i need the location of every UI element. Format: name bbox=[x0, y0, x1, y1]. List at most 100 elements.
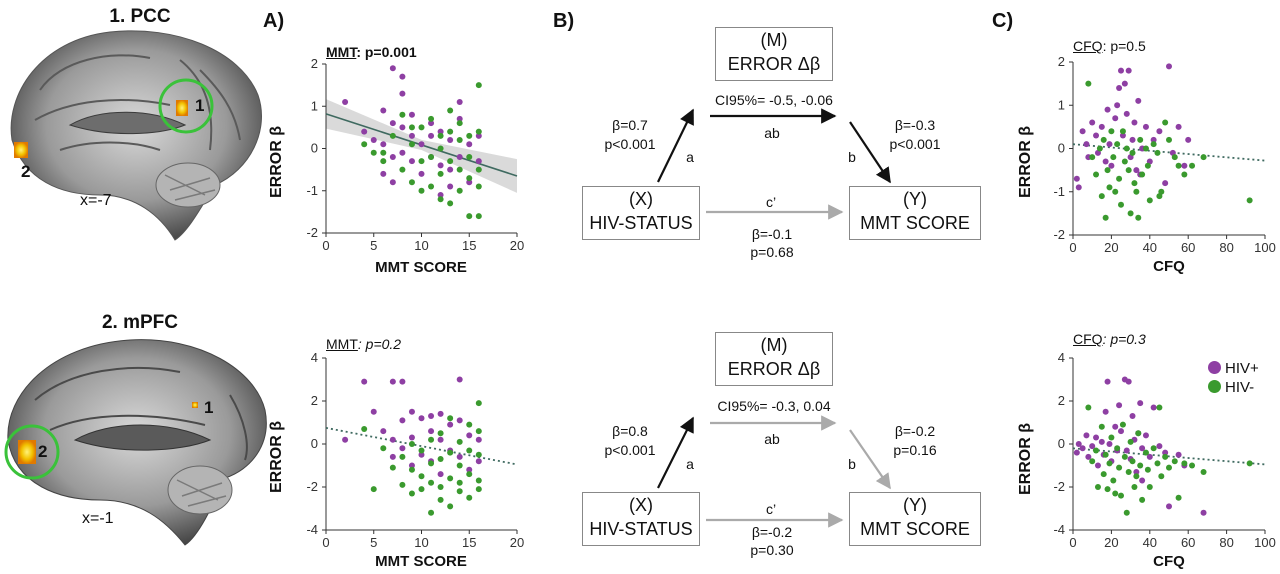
data-point-hiv-neg bbox=[1123, 509, 1130, 516]
slice-coordinate: x=-7 bbox=[80, 192, 112, 209]
data-point-hiv-pos bbox=[408, 408, 415, 415]
path-b-beta: β=-0.3 bbox=[894, 117, 936, 133]
data-point-hiv-neg bbox=[1189, 162, 1196, 169]
data-point-hiv-neg bbox=[447, 128, 454, 135]
data-point-hiv-neg bbox=[389, 132, 396, 139]
data-point-hiv-neg bbox=[456, 120, 463, 127]
data-point-hiv-neg bbox=[447, 107, 454, 114]
data-point-hiv-pos bbox=[475, 458, 482, 465]
data-point-hiv-neg bbox=[1144, 162, 1151, 169]
mediator-name: ERROR Δβ bbox=[727, 359, 821, 379]
data-point-hiv-neg bbox=[437, 484, 444, 490]
y-tick-label: -2 bbox=[306, 225, 318, 240]
plot-title: CFQ: p=0.3 bbox=[1073, 331, 1146, 347]
data-point-hiv-pos bbox=[1085, 453, 1092, 460]
x-tick-label: 0 bbox=[322, 535, 329, 550]
data-point-hiv-neg bbox=[1135, 214, 1142, 221]
x-tick-label: 60 bbox=[1181, 240, 1195, 255]
data-point-hiv-neg bbox=[1137, 136, 1144, 143]
data-point-hiv-pos bbox=[380, 107, 387, 114]
data-point-hiv-neg bbox=[428, 183, 435, 190]
path-b-p: p<0.001 bbox=[889, 136, 941, 152]
data-point-hiv-neg bbox=[1118, 201, 1124, 208]
data-point-hiv-pos bbox=[408, 462, 415, 469]
legend-item-hiv-pos: HIV+ bbox=[1208, 360, 1259, 377]
data-point-hiv-neg bbox=[447, 475, 454, 482]
y-tick-label: -2 bbox=[1053, 227, 1065, 242]
data-point-hiv-neg bbox=[370, 486, 377, 493]
data-point-hiv-neg bbox=[1135, 430, 1142, 437]
data-point-hiv-pos bbox=[1079, 445, 1086, 452]
data-point-hiv-neg bbox=[408, 124, 415, 131]
data-point-hiv-neg bbox=[1189, 462, 1196, 469]
predictor-box: (X) HIV-STATUS bbox=[582, 186, 700, 240]
data-point-hiv-neg bbox=[1171, 154, 1178, 161]
data-point-hiv-neg bbox=[1089, 458, 1096, 465]
data-point-hiv-pos bbox=[475, 436, 482, 443]
roi-circle bbox=[158, 78, 214, 134]
predictor-box: (X) HIV-STATUS bbox=[582, 492, 700, 546]
data-point-hiv-neg bbox=[428, 460, 435, 467]
data-point-hiv-neg bbox=[1119, 128, 1126, 135]
predictor-name: HIV-STATUS bbox=[589, 519, 693, 539]
scatter-plot-cfq-bottom: 0 20 40 60 80 100 -4 -2 0 2 4 bbox=[1053, 350, 1275, 550]
x-axis-label: CFQ bbox=[1153, 258, 1185, 275]
data-point-hiv-neg bbox=[475, 400, 482, 407]
data-point-hiv-pos bbox=[1129, 413, 1136, 420]
data-point-hiv-neg bbox=[456, 438, 463, 445]
y-tick-label: -1 bbox=[1053, 184, 1065, 199]
data-point-hiv-pos bbox=[1139, 445, 1146, 452]
regression-line bbox=[1072, 143, 1266, 162]
data-point-hiv-pos bbox=[1089, 119, 1096, 126]
data-point-hiv-pos bbox=[399, 378, 406, 385]
x-tick-label: 80 bbox=[1219, 240, 1233, 255]
predictor-tag: (X) bbox=[629, 189, 653, 209]
data-point-hiv-neg bbox=[1125, 167, 1132, 174]
data-point-hiv-pos bbox=[1106, 441, 1113, 447]
plot-title-stat: : p=0.3 bbox=[1102, 331, 1146, 347]
path-a-label: a bbox=[686, 456, 694, 472]
data-point-hiv-pos bbox=[389, 378, 396, 385]
data-point-hiv-pos bbox=[342, 436, 349, 443]
data-point-hiv-neg bbox=[466, 175, 473, 182]
data-point-hiv-neg bbox=[475, 82, 482, 89]
data-point-hiv-neg bbox=[408, 179, 415, 186]
regression-line bbox=[1072, 447, 1266, 466]
x-tick-label: 100 bbox=[1254, 240, 1276, 255]
plot-title-measure: MMT bbox=[326, 336, 358, 352]
y-axis-label: ERROR β bbox=[268, 421, 285, 493]
data-point-hiv-neg bbox=[466, 421, 473, 428]
data-point-hiv-neg bbox=[1085, 404, 1092, 411]
data-point-hiv-pos bbox=[1139, 477, 1146, 484]
data-point-hiv-neg bbox=[408, 490, 415, 497]
x-tick-label: 20 bbox=[510, 238, 524, 253]
data-point-hiv-neg bbox=[456, 488, 463, 495]
data-point-hiv-pos bbox=[1150, 136, 1157, 143]
data-point-hiv-pos bbox=[1142, 123, 1149, 130]
data-point-hiv-neg bbox=[408, 466, 415, 473]
data-point-hiv-pos bbox=[1116, 84, 1123, 91]
data-point-hiv-pos bbox=[1093, 132, 1100, 139]
mediator-tag: (M) bbox=[760, 335, 788, 355]
y-tick-label: -2 bbox=[306, 479, 318, 494]
data-point-hiv-pos bbox=[399, 149, 406, 156]
data-point-hiv-neg bbox=[1154, 149, 1161, 156]
legend-swatch bbox=[1208, 380, 1221, 393]
data-point-hiv-pos bbox=[437, 191, 444, 198]
data-point-hiv-neg bbox=[475, 477, 482, 484]
data-point-hiv-neg bbox=[456, 479, 463, 486]
data-point-hiv-pos bbox=[370, 408, 377, 415]
x-axis-label: MMT SCORE bbox=[375, 553, 467, 570]
data-point-hiv-pos bbox=[1121, 80, 1128, 87]
data-point-hiv-neg bbox=[475, 428, 482, 435]
data-point-hiv-neg bbox=[1094, 484, 1101, 490]
data-point-hiv-neg bbox=[447, 200, 454, 207]
mediator-name: ERROR Δβ bbox=[727, 54, 821, 74]
data-point-hiv-pos bbox=[1093, 434, 1100, 441]
path-c-beta: β=-0.2 bbox=[751, 524, 793, 540]
data-point-hiv-neg bbox=[418, 187, 425, 194]
path-a-beta: β=0.8 bbox=[612, 423, 648, 439]
data-point-hiv-pos bbox=[380, 170, 387, 177]
data-point-hiv-neg bbox=[361, 425, 368, 432]
data-point-hiv-pos bbox=[1112, 115, 1119, 122]
